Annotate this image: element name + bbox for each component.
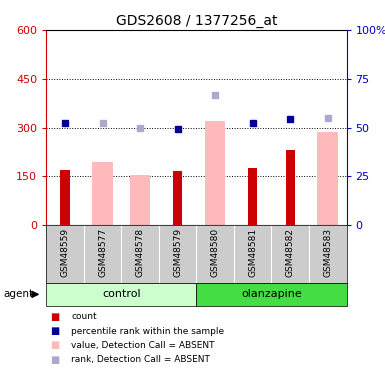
Text: agent: agent — [4, 290, 34, 299]
Text: GSM48583: GSM48583 — [323, 228, 332, 277]
Bar — [173, 171, 182, 225]
Text: olanzapine: olanzapine — [241, 290, 302, 299]
Text: count: count — [71, 312, 97, 321]
Text: ■: ■ — [50, 355, 59, 364]
Bar — [196, 283, 346, 306]
Text: percentile rank within the sample: percentile rank within the sample — [71, 327, 224, 336]
Bar — [205, 121, 226, 225]
Bar — [248, 168, 257, 225]
Text: rank, Detection Call = ABSENT: rank, Detection Call = ABSENT — [71, 355, 210, 364]
Bar — [130, 175, 151, 225]
Text: ■: ■ — [50, 340, 59, 350]
Text: ■: ■ — [50, 326, 59, 336]
Text: GSM48577: GSM48577 — [98, 228, 107, 277]
Text: GSM48579: GSM48579 — [173, 228, 182, 277]
Bar — [286, 150, 295, 225]
Text: GSM48578: GSM48578 — [136, 228, 144, 277]
Text: control: control — [102, 290, 141, 299]
Text: ■: ■ — [50, 312, 59, 322]
Bar — [317, 132, 338, 225]
Text: GSM48559: GSM48559 — [60, 228, 69, 277]
Bar — [60, 170, 70, 225]
Bar — [92, 162, 113, 225]
Text: GSM48582: GSM48582 — [286, 228, 295, 277]
Title: GDS2608 / 1377256_at: GDS2608 / 1377256_at — [116, 13, 277, 28]
Text: GSM48581: GSM48581 — [248, 228, 257, 277]
Text: GSM48580: GSM48580 — [211, 228, 219, 277]
Text: value, Detection Call = ABSENT: value, Detection Call = ABSENT — [71, 341, 215, 350]
Bar — [46, 283, 196, 306]
